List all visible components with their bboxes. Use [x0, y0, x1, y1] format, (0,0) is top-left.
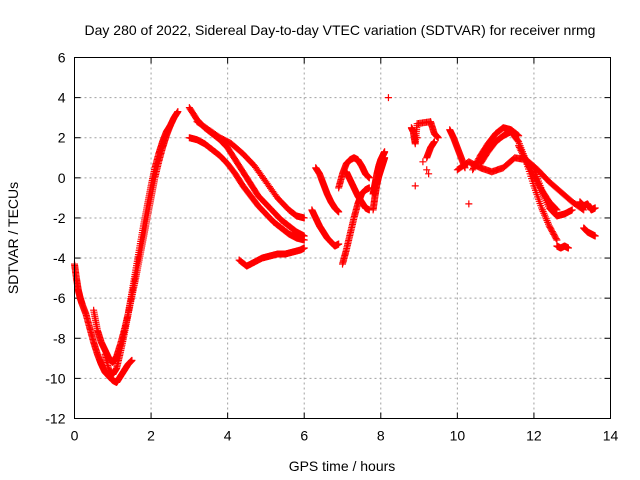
data-point: [568, 206, 576, 214]
y-tick-label: -6: [53, 290, 66, 306]
x-tick-label: 14: [603, 428, 619, 444]
series-arc-25: [580, 224, 599, 240]
series-arc-24: [576, 198, 599, 214]
plot-frame: [74, 57, 611, 419]
data-point: [335, 240, 343, 248]
data-point: [514, 137, 522, 145]
data-point: [518, 150, 526, 158]
y-tick-label: -2: [53, 210, 66, 226]
x-tick-label: 4: [224, 428, 232, 444]
data-point: [519, 151, 527, 159]
data-point: [174, 108, 182, 116]
series-arc-23: [553, 242, 572, 252]
series-arc-15: [407, 118, 442, 148]
y-tick-label: -12: [45, 411, 65, 427]
data-point: [552, 235, 560, 243]
data-point: [521, 155, 529, 163]
data-point: [591, 204, 599, 212]
x-tick-label: 12: [526, 428, 542, 444]
y-tick-label: 0: [58, 170, 66, 186]
series-arc-10: [335, 154, 373, 192]
series-arc-8: [308, 206, 343, 250]
data-point: [411, 182, 419, 190]
data-point: [166, 122, 174, 130]
x-tick-label: 8: [377, 428, 385, 444]
series-arc-3: [101, 122, 174, 378]
data-point: [516, 145, 524, 153]
series-arc-16: [423, 138, 438, 162]
data-point: [381, 148, 389, 156]
data-point: [419, 158, 427, 166]
series-arc-14: [369, 148, 389, 198]
data-point: [520, 153, 528, 161]
data-marks: [71, 94, 599, 386]
data-point: [564, 244, 572, 252]
data-point: [515, 142, 523, 150]
y-tick-label: -8: [53, 330, 66, 346]
data-point: [430, 138, 438, 146]
series-arc-7: [235, 244, 308, 270]
data-point: [384, 94, 392, 102]
data-point: [515, 143, 523, 151]
data-point: [591, 232, 599, 240]
data-point: [517, 147, 525, 155]
y-tick-label: -10: [45, 370, 65, 386]
data-point: [128, 356, 136, 364]
x-tick-label: 6: [300, 428, 308, 444]
y-axis-ticks: -12 -10 -8 -6 -4 -2 0 2 4 6: [45, 50, 611, 427]
x-tick-label: 2: [147, 428, 155, 444]
data-point: [300, 236, 308, 244]
x-axis-title: GPS time / hours: [289, 458, 396, 474]
y-tick-label: 2: [58, 130, 66, 146]
data-point: [553, 236, 561, 244]
x-tick-label: 0: [71, 428, 79, 444]
grid: [74, 57, 611, 419]
data-point: [335, 208, 343, 216]
y-tick-label: 4: [58, 90, 66, 106]
series-arc-22: [530, 164, 576, 220]
x-tick-label: 10: [450, 428, 466, 444]
x-axis-ticks: 0 2 4 6 8 10 12 14: [71, 57, 619, 444]
data-point: [300, 244, 308, 252]
data-point: [522, 156, 530, 164]
y-tick-label: 6: [58, 50, 66, 66]
y-tick-label: -4: [53, 250, 66, 266]
data-point: [423, 166, 431, 174]
series-arc-2: [90, 108, 182, 366]
data-point: [300, 214, 308, 222]
data-point: [465, 200, 473, 208]
data-point: [518, 148, 526, 156]
data-point: [365, 174, 373, 182]
series-arc-9: [312, 164, 343, 216]
data-point: [425, 170, 433, 178]
series-arc-6: [193, 118, 308, 222]
y-axis-title: SDTVAR / TECUs: [5, 182, 21, 294]
series-arc-11: [339, 184, 373, 268]
series-arc-5: [185, 134, 308, 244]
chart-title: Day 280 of 2022, Sidereal Day-to-day VTE…: [85, 22, 596, 38]
data-point: [434, 134, 442, 142]
